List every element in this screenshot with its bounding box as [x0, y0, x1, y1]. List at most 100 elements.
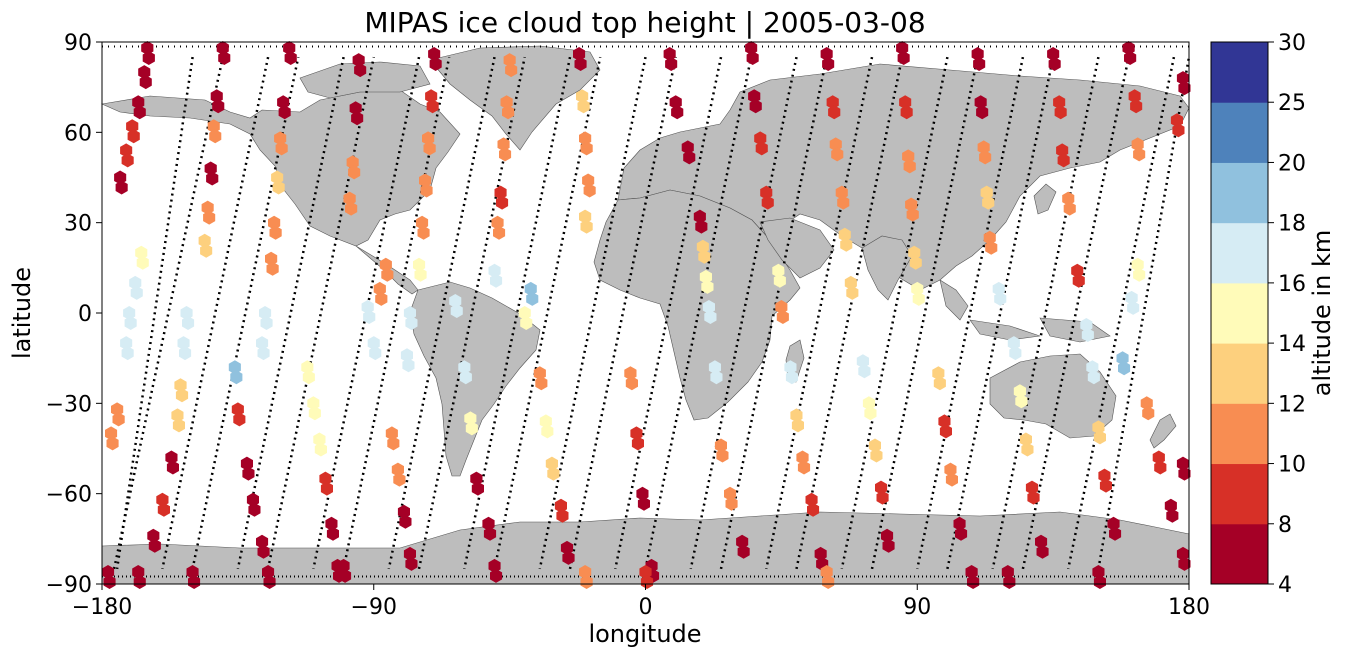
data-point: [1131, 257, 1144, 272]
data-point: [724, 486, 737, 501]
data-point: [755, 141, 768, 156]
data-point: [1176, 456, 1189, 471]
data-point: [875, 480, 888, 495]
y-tick-label: −60: [46, 483, 92, 508]
orbit-track: [1097, 56, 1191, 570]
data-point: [465, 421, 478, 436]
data-point: [1086, 360, 1099, 375]
data-point: [339, 568, 352, 583]
data-point: [846, 285, 859, 300]
data-point: [141, 41, 154, 55]
data-point: [702, 300, 715, 314]
data-point: [524, 281, 537, 296]
data-point: [945, 472, 958, 487]
data-point: [897, 51, 910, 65]
data-point: [277, 95, 290, 110]
data-points: [102, 41, 1191, 589]
data-point: [698, 249, 711, 264]
data-point: [488, 263, 501, 278]
data-point: [1019, 432, 1032, 447]
data-point: [1081, 328, 1094, 342]
data-point: [1142, 406, 1155, 421]
data-point: [858, 364, 871, 379]
data-point: [246, 492, 259, 507]
data-point: [1036, 544, 1049, 559]
data-point: [870, 448, 883, 463]
data-point: [496, 195, 509, 210]
data-point: [272, 180, 285, 195]
data-point: [932, 366, 945, 381]
data-point: [840, 237, 853, 252]
data-point: [1013, 384, 1026, 399]
data-point: [545, 456, 558, 471]
data-point: [497, 137, 510, 152]
data-point: [135, 245, 148, 260]
data-point: [393, 472, 406, 487]
data-point: [1063, 201, 1076, 216]
data-point: [319, 471, 332, 486]
data-point: [313, 432, 326, 447]
data-point: [639, 565, 652, 579]
land-india: [861, 235, 913, 301]
data-point: [157, 502, 170, 517]
data-point: [381, 267, 394, 282]
data-point: [387, 436, 400, 451]
data-point: [535, 376, 548, 391]
colorbar-tick-label: 10: [1278, 453, 1306, 478]
data-point: [837, 195, 850, 210]
colorbar-band: [1211, 102, 1268, 163]
data-point: [1107, 516, 1120, 531]
data-point: [1178, 81, 1191, 96]
data-point: [106, 436, 119, 451]
data-point: [302, 370, 315, 385]
data-point: [337, 558, 350, 573]
data-point: [133, 575, 146, 589]
data-point: [1133, 147, 1146, 162]
data-point: [1071, 263, 1084, 278]
data-point: [665, 57, 678, 71]
data-point: [369, 346, 382, 361]
data-point: [577, 99, 590, 114]
data-point: [346, 155, 359, 170]
data-point: [283, 41, 296, 55]
colorbar-tick-label: 30: [1278, 31, 1306, 56]
colorbar-tick-label: 20: [1278, 151, 1306, 176]
data-point: [242, 466, 255, 481]
data-point: [862, 396, 875, 411]
data-point: [533, 366, 546, 381]
data-point: [257, 544, 270, 559]
data-point: [423, 141, 436, 156]
data-point: [165, 450, 178, 465]
data-point: [1057, 153, 1070, 168]
data-point: [831, 147, 844, 162]
data-point: [274, 131, 287, 146]
data-point: [425, 89, 438, 104]
data-point: [216, 41, 229, 55]
data-point: [1140, 396, 1153, 411]
data-point: [403, 546, 416, 561]
data-point: [526, 291, 539, 306]
data-point: [400, 348, 413, 363]
x-tick-label: 90: [903, 595, 931, 620]
colorbar-band: [1211, 42, 1268, 103]
data-point: [348, 165, 361, 180]
data-point: [1176, 546, 1189, 561]
data-point: [994, 291, 1007, 306]
data-point: [1124, 51, 1137, 65]
data-point: [1025, 480, 1039, 495]
data-point: [967, 575, 980, 589]
data-point: [864, 406, 877, 421]
colorbar-band: [1211, 403, 1268, 465]
land-new-zealand: [1149, 413, 1177, 449]
data-point: [123, 306, 136, 320]
y-tick-label: −90: [46, 573, 92, 598]
data-point: [745, 41, 758, 55]
data-point: [541, 424, 554, 439]
data-point: [805, 492, 818, 507]
x-axis: −180 −90 0 90 180: [72, 584, 1210, 620]
data-point: [814, 546, 827, 561]
data-point: [695, 219, 708, 234]
data-point: [955, 526, 968, 541]
data-point: [278, 105, 291, 120]
data-point: [180, 306, 193, 320]
